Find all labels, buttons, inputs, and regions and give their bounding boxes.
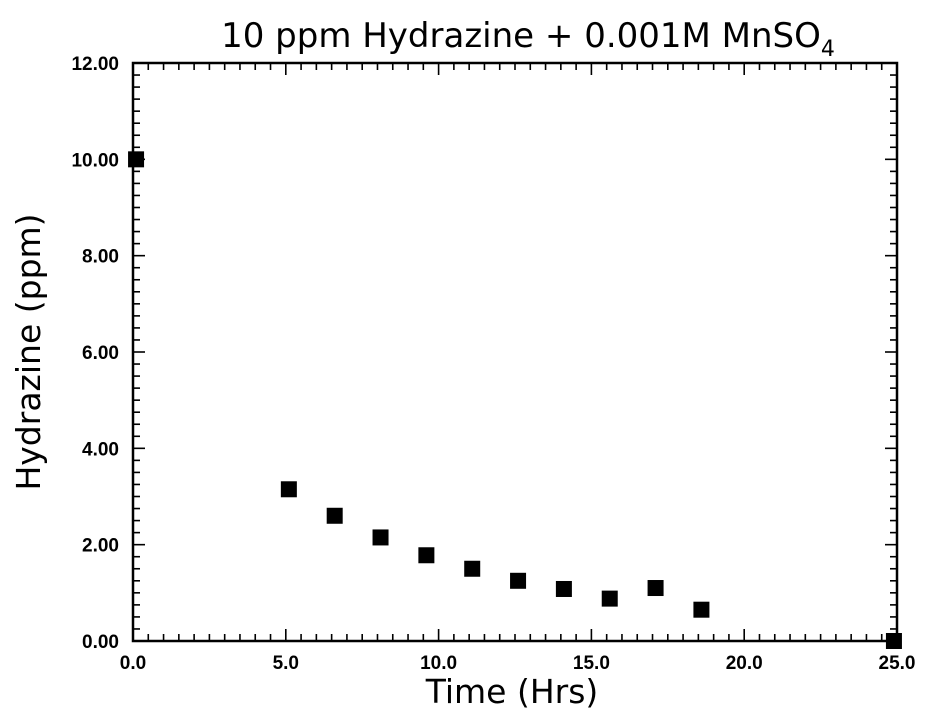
y-tick-label: 0.00 (82, 632, 119, 653)
data-point (885, 633, 902, 649)
x-tick-label: 5.0 (273, 653, 299, 674)
x-tick-label: 25.0 (879, 653, 916, 674)
x-tick-label: 0.0 (120, 653, 146, 674)
x-axis-label: Time (Hrs) (425, 672, 599, 709)
axis-ticks (132, 62, 898, 642)
data-point (601, 590, 618, 607)
data-point (555, 580, 572, 597)
chart-title: 10 ppm Hydrazine + 0.001M MnSO4 (221, 16, 835, 62)
data-point (693, 601, 710, 618)
data-point (647, 580, 664, 597)
x-tick-label: 15.0 (573, 653, 610, 674)
data-point (372, 529, 389, 546)
y-axis-label: Hydrazine (ppm) (9, 213, 48, 490)
data-point (464, 560, 481, 577)
y-tick-label: 6.00 (82, 343, 119, 364)
data-point (510, 572, 527, 589)
y-tick-label: 10.00 (71, 150, 119, 171)
x-tick-label: 10.0 (420, 653, 457, 674)
data-points (128, 151, 902, 649)
y-tick-label: 8.00 (82, 247, 119, 268)
x-tick-labels: 0.0 5.0 10.0 15.0 20.0 25.0 (120, 653, 916, 674)
y-tick-labels: 0.00 2.00 4.00 6.00 8.00 10.00 12.00 (71, 54, 119, 653)
y-tick-label: 4.00 (82, 439, 119, 460)
plot-frame (131, 61, 899, 643)
data-point (280, 481, 297, 498)
data-point (128, 151, 145, 168)
y-tick-label: 2.00 (82, 536, 119, 557)
x-tick-label: 20.0 (726, 653, 763, 674)
y-tick-label: 12.00 (71, 54, 119, 75)
data-point (418, 547, 435, 564)
data-point (326, 507, 343, 524)
